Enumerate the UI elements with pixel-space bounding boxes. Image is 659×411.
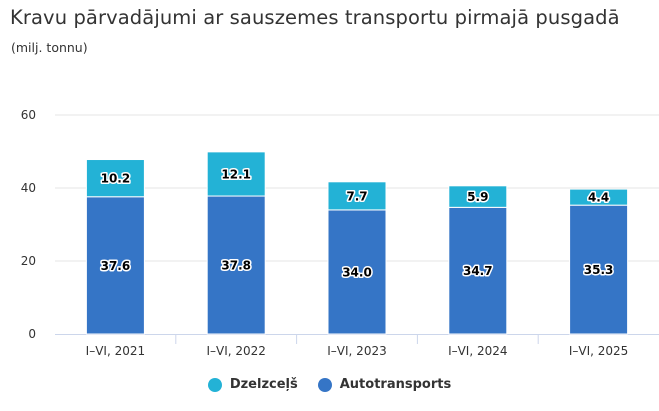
legend-label-dzelzcels: Dzelzceļš: [229, 377, 298, 392]
data-label-dzelzcels-4: 4.4: [588, 191, 609, 205]
bar-autotransports-2: [327, 209, 387, 335]
data-label-autotransports-2: 34.0: [342, 265, 372, 279]
bar-dzelzcels-0: [85, 159, 145, 198]
x-tick-label-0: I–VI, 2021: [86, 344, 145, 358]
legend-item-autotransports[interactable]: Autotransports: [317, 377, 452, 392]
bar-dzelzcels-4: [569, 188, 629, 206]
bar-autotransports-4: [569, 204, 629, 335]
x-tick-label-1: I–VI, 2022: [206, 344, 265, 358]
chart-legend: Dzelzceļš Autotransports: [0, 377, 659, 392]
y-tick-label-0: 0: [28, 327, 36, 341]
data-label-dzelzcels-0: 10.2: [101, 172, 131, 186]
bar-autotransports-1: [206, 195, 266, 335]
x-tick-label-4: I–VI, 2025: [569, 344, 628, 358]
chart-subtitle: (milj. tonnu): [11, 40, 88, 55]
y-tick-label-20: 20: [21, 254, 36, 268]
data-label-autotransports-0: 37.6: [101, 259, 131, 273]
data-label-dzelzcels-3: 5.9: [467, 190, 488, 204]
y-tick-label-60: 60: [21, 108, 36, 122]
data-label-dzelzcels-2: 7.7: [346, 189, 367, 203]
data-label-dzelzcels-1: 12.1: [221, 167, 251, 181]
legend-marker-dzelzcels: [207, 377, 222, 392]
y-tick-label-40: 40: [21, 181, 36, 195]
data-label-autotransports-3: 34.7: [463, 264, 493, 278]
legend-item-dzelzcels[interactable]: Dzelzceļš: [207, 377, 298, 392]
x-tick-label-2: I–VI, 2023: [327, 344, 386, 358]
data-label-autotransports-1: 37.8: [221, 259, 251, 273]
data-label-autotransports-4: 35.3: [584, 263, 614, 277]
legend-marker-autotransports: [317, 377, 332, 392]
bar-autotransports-3: [448, 206, 508, 335]
x-tick-label-3: I–VI, 2024: [448, 344, 507, 358]
legend-label-autotransports: Autotransports: [339, 377, 452, 392]
bar-dzelzcels-3: [448, 185, 508, 208]
chart-title: Kravu pārvadājumi ar sauszemes transport…: [10, 6, 620, 29]
bar-dzelzcels-2: [327, 181, 387, 211]
bar-dzelzcels-1: [206, 151, 266, 197]
